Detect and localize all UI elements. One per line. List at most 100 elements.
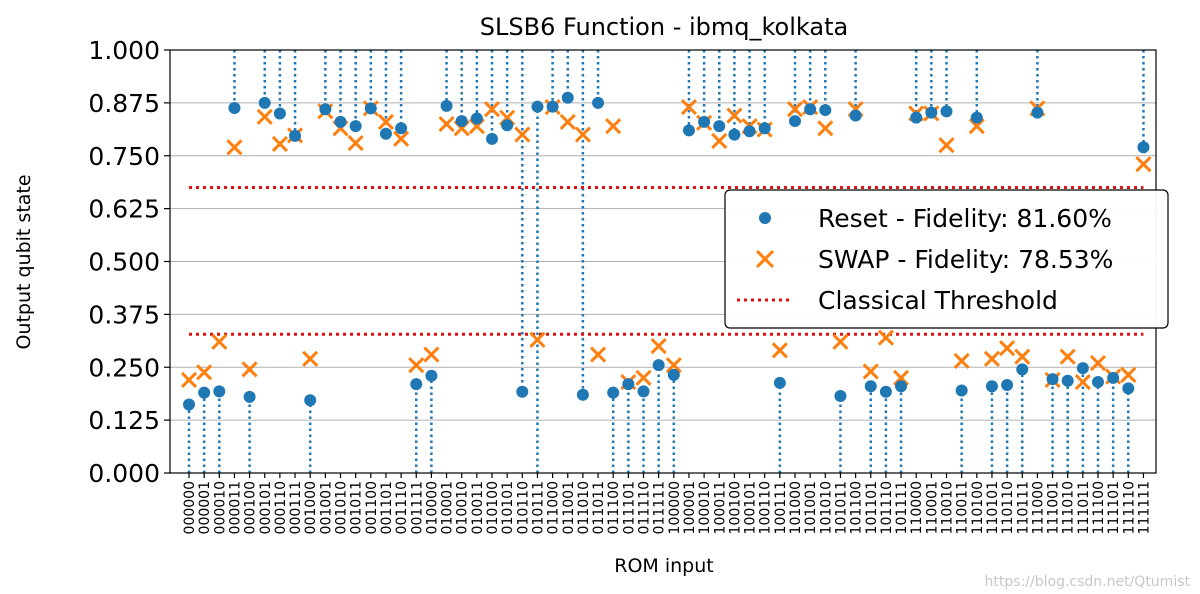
swap-point	[1135, 156, 1152, 173]
x-tick-label: 010100	[485, 481, 501, 534]
reset-point	[364, 102, 377, 115]
x-tick-label: 011100	[606, 481, 622, 534]
x-tick-label: 110001	[924, 481, 940, 534]
x-tick-label: 000010	[212, 481, 228, 534]
swap-point	[241, 361, 258, 378]
x-tick-label: 101110	[879, 481, 895, 534]
y-tick-label: 0.250	[88, 353, 160, 382]
legend-box	[724, 189, 1169, 329]
x-tick-label: 100010	[697, 481, 713, 534]
y-tick-label: 1.000	[88, 36, 160, 65]
x-tick-label: 010011	[470, 481, 486, 534]
reset-point	[1137, 141, 1150, 154]
x-tick-label: 111001	[1046, 481, 1062, 534]
x-tick-label: 111100	[1091, 481, 1107, 534]
swap-point	[408, 357, 425, 374]
reset-point	[183, 398, 195, 411]
reset-point	[1092, 376, 1104, 389]
x-tick-label: 000101	[258, 481, 274, 534]
reset-point	[698, 115, 711, 128]
reset-point	[910, 111, 923, 124]
swap-point	[953, 352, 970, 369]
reset-point	[561, 91, 574, 104]
swap-point	[438, 115, 455, 133]
reset-point	[531, 100, 544, 113]
x-tick-label: 100111	[773, 481, 789, 534]
legend-swap-label: SWAP - Fidelity: 78.53%	[818, 245, 1113, 274]
stem-layer	[187, 50, 1145, 473]
swap-point	[635, 369, 652, 386]
reset-point	[789, 115, 801, 128]
x-tick-label: 111111	[1136, 481, 1152, 534]
reset-point	[395, 122, 408, 135]
reset-point	[470, 112, 483, 125]
swap-point	[650, 338, 667, 355]
reset-point	[1107, 371, 1120, 384]
swap-point	[256, 108, 273, 125]
x-tick-label: 010110	[515, 481, 531, 534]
reset-point	[213, 385, 226, 398]
x-tick-label: 010010	[455, 481, 471, 534]
reset-point	[804, 103, 817, 116]
x-tick-label: 011111	[652, 481, 668, 534]
reset-point	[834, 390, 847, 403]
reset-point	[1061, 374, 1074, 387]
reset-point	[849, 109, 862, 122]
legend-swap-marker	[755, 249, 775, 269]
swap-point	[347, 134, 364, 152]
x-tick-label: 000111	[288, 481, 304, 534]
x-tick-label: 001110	[394, 481, 410, 534]
swap-point	[589, 346, 607, 363]
y-tick-label: 0.125	[88, 406, 160, 435]
x-tick-label: 101011	[833, 481, 849, 534]
reset-point	[713, 120, 726, 133]
swap-point	[680, 99, 698, 116]
swap-point	[529, 331, 546, 348]
x-tick-label: 001101	[379, 481, 395, 534]
x-tick-label: 000110	[273, 481, 289, 534]
y-tick-label: 0.875	[88, 89, 160, 118]
legend: Reset - Fidelity: 81.60% SWAP - Fidelity…	[724, 189, 1169, 329]
x-tick-label: 001011	[349, 481, 365, 534]
reset-point	[1001, 379, 1014, 392]
y-axis-ticks: 0.000 0.125 0.250 0.375 0.500 0.625 0.750 0.875…	[88, 36, 170, 488]
x-tick-label: 111101	[1106, 481, 1122, 534]
swap-point	[983, 350, 1001, 367]
y-tick-label: 0.000	[88, 459, 160, 488]
x-tick-label: 111000	[1030, 481, 1046, 534]
x-tick-label: 101101	[864, 481, 880, 534]
swap-point	[180, 371, 198, 389]
chart-title: SLSB6 Function - ibmq_kolkata	[480, 13, 848, 41]
reset-point	[243, 390, 256, 403]
swap-point	[832, 333, 849, 350]
reset-point	[925, 106, 938, 119]
reset-point	[607, 386, 620, 399]
reset-point	[637, 385, 650, 398]
swap-point	[1120, 366, 1137, 383]
x-tick-label: 111011	[1076, 481, 1092, 534]
reset-point	[319, 103, 332, 116]
legend-threshold-label: Classical Threshold	[818, 286, 1058, 315]
swap-point	[605, 118, 622, 135]
swap-point	[862, 363, 879, 380]
x-tick-label: 100001	[682, 481, 698, 534]
reset-point	[940, 105, 953, 118]
reset-point	[576, 388, 589, 401]
reset-point	[970, 111, 983, 124]
swap-point	[892, 369, 910, 386]
reset-point	[1031, 106, 1044, 119]
x-tick-label: 001100	[364, 481, 380, 534]
reset-point	[895, 380, 908, 393]
x-tick-label: 001010	[334, 481, 350, 534]
reset-point	[682, 124, 695, 137]
reset-point	[773, 376, 786, 389]
x-tick-label: 010001	[440, 481, 456, 534]
swap-point	[574, 126, 591, 143]
x-tick-label: 110000	[909, 481, 925, 534]
reset-point	[743, 125, 756, 138]
reset-point	[349, 120, 362, 133]
x-tick-label: 101100	[849, 481, 865, 534]
swap-point	[559, 113, 576, 130]
x-tick-label: 001001	[318, 481, 334, 534]
